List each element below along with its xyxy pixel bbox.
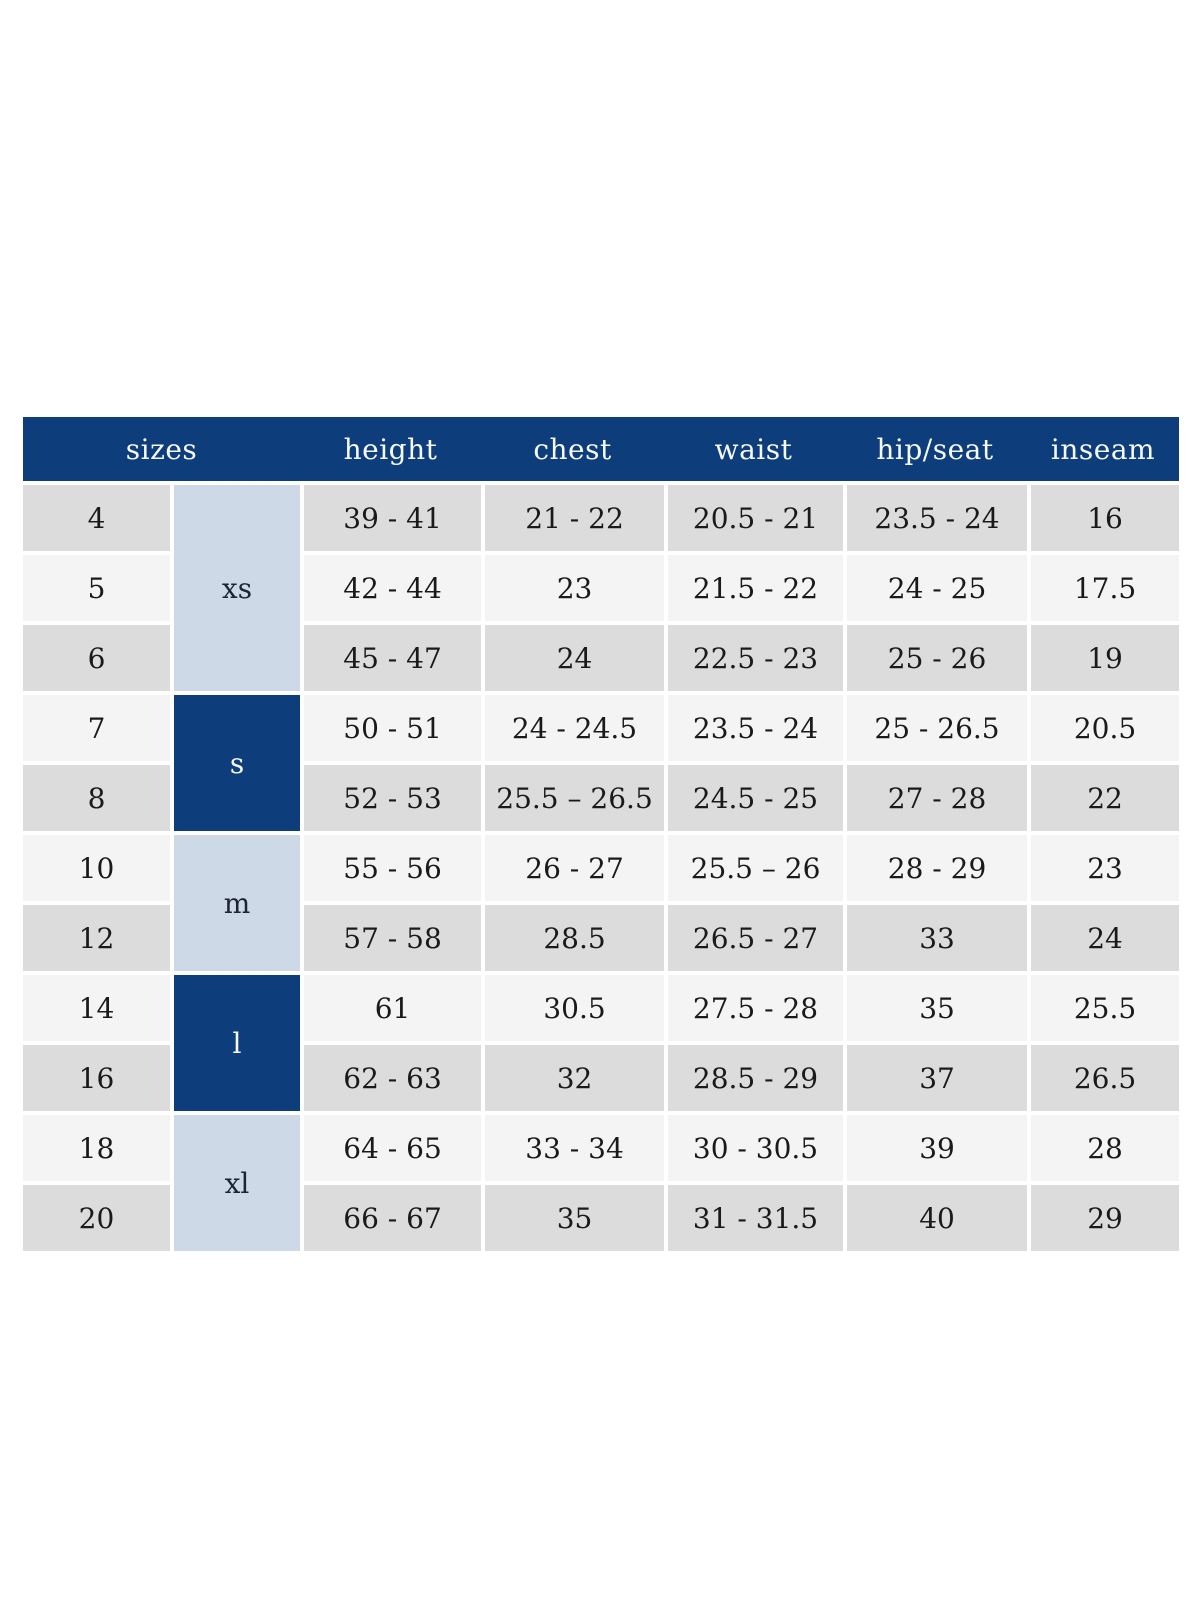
chest-cell: 26 - 27 — [481, 831, 665, 901]
header-cell-inseam: inseam — [1027, 417, 1180, 481]
waist-cell: 20.5 - 21 — [664, 481, 844, 551]
table-row: 16 62 - 63 32 28.5 - 29 37 26.5 — [23, 1041, 1180, 1111]
waist-cell: 23.5 - 24 — [664, 691, 844, 761]
group-cell-xl: xl — [170, 1111, 301, 1251]
chest-cell: 24 - 24.5 — [481, 691, 665, 761]
hip-seat-cell: 25 - 26.5 — [843, 691, 1028, 761]
size-cell: 4 — [23, 481, 170, 551]
header-cell-hip-seat: hip/seat — [843, 417, 1028, 481]
waist-cell: 21.5 - 22 — [664, 551, 844, 621]
hip-seat-cell: 39 — [843, 1111, 1028, 1181]
table-row: 18 xl 64 - 65 33 - 34 30 - 30.5 39 28 — [23, 1111, 1180, 1251]
table-body: 4 xs 39 - 41 21 - 22 20.5 - 21 23.5 - 24… — [23, 481, 1180, 1251]
inseam-cell: 25.5 — [1027, 971, 1180, 1041]
height-cell: 45 - 47 — [300, 621, 482, 691]
inseam-cell: 20.5 — [1027, 691, 1180, 761]
height-cell: 50 - 51 — [300, 691, 482, 761]
height-cell: 62 - 63 — [300, 1041, 482, 1111]
waist-cell: 28.5 - 29 — [664, 1041, 844, 1111]
size-cell: 20 — [23, 1181, 170, 1251]
waist-cell: 30 - 30.5 — [664, 1111, 844, 1181]
size-cell: 6 — [23, 621, 170, 691]
size-cell: 5 — [23, 551, 170, 621]
waist-cell: 31 - 31.5 — [664, 1181, 844, 1251]
height-cell: 42 - 44 — [300, 551, 482, 621]
inseam-cell: 23 — [1027, 831, 1180, 901]
chest-cell: 33 - 34 — [481, 1111, 665, 1181]
chest-cell: 21 - 22 — [481, 481, 665, 551]
header-cell-sizes: sizes — [23, 417, 301, 481]
inseam-cell: 28 — [1027, 1111, 1180, 1181]
inseam-cell: 22 — [1027, 761, 1180, 831]
waist-cell: 27.5 - 28 — [664, 971, 844, 1041]
group-cell-s: s — [170, 691, 301, 831]
hip-seat-cell: 33 — [843, 901, 1028, 971]
header-cell-waist: waist — [664, 417, 844, 481]
header-cell-chest: chest — [481, 417, 665, 481]
size-cell: 7 — [23, 691, 170, 761]
height-cell: 57 - 58 — [300, 901, 482, 971]
size-cell: 8 — [23, 761, 170, 831]
inseam-cell: 17.5 — [1027, 551, 1180, 621]
table-row: 10 m 55 - 56 26 - 27 25.5 – 26 28 - 29 2… — [23, 831, 1180, 971]
chest-cell: 25.5 – 26.5 — [481, 761, 665, 831]
table-row: 6 45 - 47 24 22.5 - 23 25 - 26 19 — [23, 621, 1180, 691]
chest-cell: 30.5 — [481, 971, 665, 1041]
size-cell: 18 — [23, 1111, 170, 1181]
table-row: 7 s 50 - 51 24 - 24.5 23.5 - 24 25 - 26.… — [23, 691, 1180, 831]
chest-cell: 24 — [481, 621, 665, 691]
table-row: 8 52 - 53 25.5 – 26.5 24.5 - 25 27 - 28 … — [23, 761, 1180, 831]
chest-cell: 35 — [481, 1181, 665, 1251]
inseam-cell: 29 — [1027, 1181, 1180, 1251]
chest-cell: 28.5 — [481, 901, 665, 971]
inseam-cell: 24 — [1027, 901, 1180, 971]
table-row: 20 66 - 67 35 31 - 31.5 40 29 — [23, 1181, 1180, 1251]
table-row: 5 42 - 44 23 21.5 - 22 24 - 25 17.5 — [23, 551, 1180, 621]
waist-cell: 22.5 - 23 — [664, 621, 844, 691]
hip-seat-cell: 24 - 25 — [843, 551, 1028, 621]
waist-cell: 24.5 - 25 — [664, 761, 844, 831]
size-cell: 10 — [23, 831, 170, 901]
size-cell: 14 — [23, 971, 170, 1041]
header-cell-height: height — [300, 417, 482, 481]
height-cell: 39 - 41 — [300, 481, 482, 551]
waist-cell: 26.5 - 27 — [664, 901, 844, 971]
height-cell: 55 - 56 — [300, 831, 482, 901]
chest-cell: 23 — [481, 551, 665, 621]
hip-seat-cell: 25 - 26 — [843, 621, 1028, 691]
table-row: 12 57 - 58 28.5 26.5 - 27 33 24 — [23, 901, 1180, 971]
size-chart-table: sizes height chest waist hip/seat inseam… — [23, 417, 1180, 1251]
table-header: sizes height chest waist hip/seat inseam — [23, 417, 1180, 481]
header-row: sizes height chest waist hip/seat inseam — [23, 417, 1180, 481]
height-cell: 64 - 65 — [300, 1111, 482, 1181]
table-row: 14 l 61 30.5 27.5 - 28 35 25.5 — [23, 971, 1180, 1111]
group-cell-xs: xs — [170, 481, 301, 691]
inseam-cell: 19 — [1027, 621, 1180, 691]
height-cell: 52 - 53 — [300, 761, 482, 831]
group-cell-m: m — [170, 831, 301, 971]
size-cell: 16 — [23, 1041, 170, 1111]
hip-seat-cell: 40 — [843, 1181, 1028, 1251]
size-cell: 12 — [23, 901, 170, 971]
group-cell-l: l — [170, 971, 301, 1111]
height-cell: 66 - 67 — [300, 1181, 482, 1251]
hip-seat-cell: 23.5 - 24 — [843, 481, 1028, 551]
hip-seat-cell: 35 — [843, 971, 1028, 1041]
hip-seat-cell: 37 — [843, 1041, 1028, 1111]
hip-seat-cell: 27 - 28 — [843, 761, 1028, 831]
chest-cell: 32 — [481, 1041, 665, 1111]
table-row: 4 xs 39 - 41 21 - 22 20.5 - 21 23.5 - 24… — [23, 481, 1180, 691]
hip-seat-cell: 28 - 29 — [843, 831, 1028, 901]
inseam-cell: 16 — [1027, 481, 1180, 551]
inseam-cell: 26.5 — [1027, 1041, 1180, 1111]
waist-cell: 25.5 – 26 — [664, 831, 844, 901]
height-cell: 61 — [300, 971, 482, 1041]
